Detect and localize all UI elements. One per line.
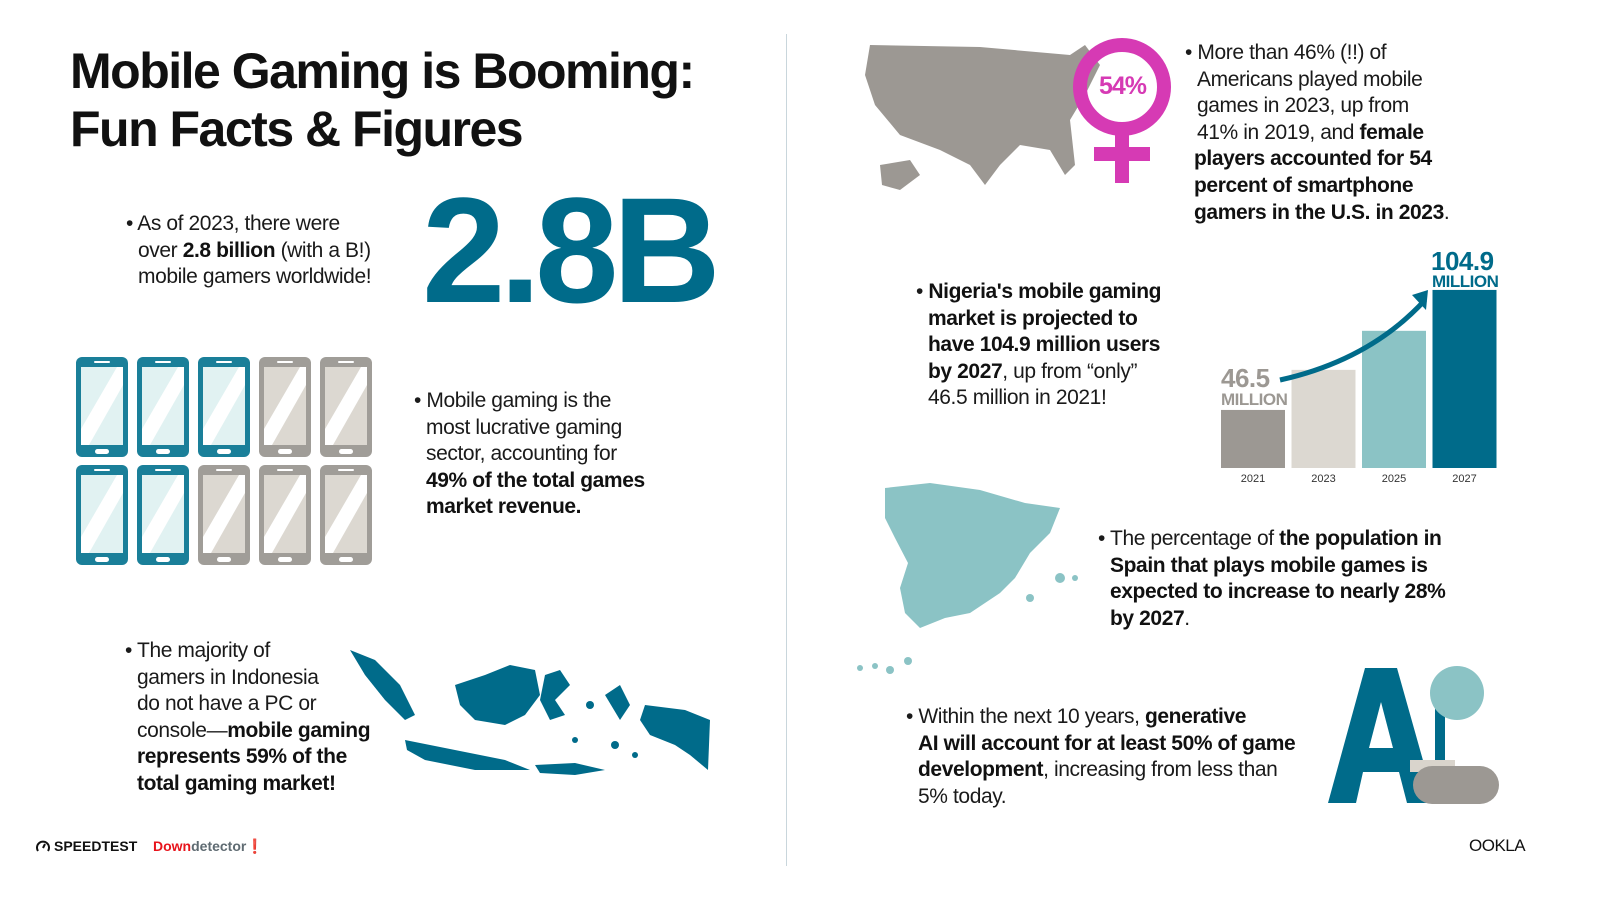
- title-line-1: Mobile Gaming is Booming:: [70, 43, 695, 99]
- alert-icon: ❗: [246, 838, 264, 854]
- fact-revenue: • Mobile gaming is the most lucrative ga…: [414, 389, 645, 519]
- chart-first-unit-label: MILLION: [1221, 390, 1288, 409]
- fact-gamers: • As of 2023, there were over 2.8 billio…: [126, 212, 372, 289]
- female-percent-badge: 54%: [1098, 72, 1147, 100]
- growth-arrow-icon: [1279, 298, 1427, 383]
- fact-spain: • The percentage of the population in Sp…: [1098, 527, 1446, 630]
- phone-icon-highlighted: [198, 357, 250, 457]
- spain-map-icon: [857, 483, 1078, 674]
- title-line-2: Fun Facts & Figures: [70, 101, 524, 157]
- x-tick-label: 2021: [1240, 473, 1266, 485]
- female-symbol-icon: [1073, 38, 1171, 183]
- divider: [786, 34, 787, 866]
- bar-2025: [1362, 330, 1426, 468]
- phone-icon-highlighted: [76, 465, 128, 565]
- chart-last-unit-label: MILLION: [1432, 272, 1499, 291]
- x-tick-label: 2025: [1381, 473, 1407, 485]
- chart-last-value-label: 104.9: [1431, 246, 1494, 276]
- fact-indonesia: • The majority of gamers in Indonesia do…: [125, 639, 371, 795]
- x-tick-label: 2023: [1311, 473, 1336, 485]
- arrow-head-icon: [1412, 290, 1428, 310]
- phone-icon-highlighted: [137, 357, 189, 457]
- phones-icon-grid: [76, 357, 376, 567]
- bar-2021: [1221, 409, 1285, 468]
- speedometer-icon: [36, 840, 50, 852]
- phone-icon-highlighted: [76, 357, 128, 457]
- phone-icon: [320, 465, 372, 565]
- bar-2023: [1291, 369, 1356, 468]
- ookla-logo: OOKLA: [1469, 836, 1526, 855]
- fact-usa: • More than 46% (!!) of Americans played…: [1185, 41, 1450, 224]
- indonesia-map-icon: [350, 650, 710, 775]
- phone-icon: [198, 465, 250, 565]
- nigeria-users-bar-chart: [1221, 289, 1497, 468]
- fact-nigeria: • Nigeria's mobile gaming market is proj…: [916, 280, 1162, 410]
- downdetector-logo: Downdetector❗: [153, 838, 264, 854]
- phone-icon: [320, 357, 372, 457]
- big-stat-2.8b: 2.8B: [422, 166, 721, 334]
- speedtest-logo: SPEEDTEST: [36, 838, 137, 854]
- page-title: Mobile Gaming is Booming: Fun Facts & Fi…: [70, 42, 695, 158]
- bar-2027: [1432, 289, 1497, 468]
- x-tick-label: 2027: [1452, 473, 1477, 485]
- usa-map-icon: [865, 45, 1100, 190]
- fact-ai: • Within the next 10 years, generative A…: [906, 705, 1296, 808]
- ai-joystick-icon: [1328, 666, 1499, 804]
- phone-icon: [259, 357, 311, 457]
- phone-icon-highlighted: [137, 465, 189, 565]
- chart-first-value-label: 46.5: [1221, 363, 1270, 393]
- phone-icon: [259, 465, 311, 565]
